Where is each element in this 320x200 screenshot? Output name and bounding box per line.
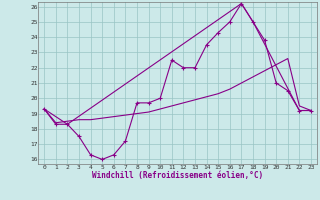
- X-axis label: Windchill (Refroidissement éolien,°C): Windchill (Refroidissement éolien,°C): [92, 171, 263, 180]
